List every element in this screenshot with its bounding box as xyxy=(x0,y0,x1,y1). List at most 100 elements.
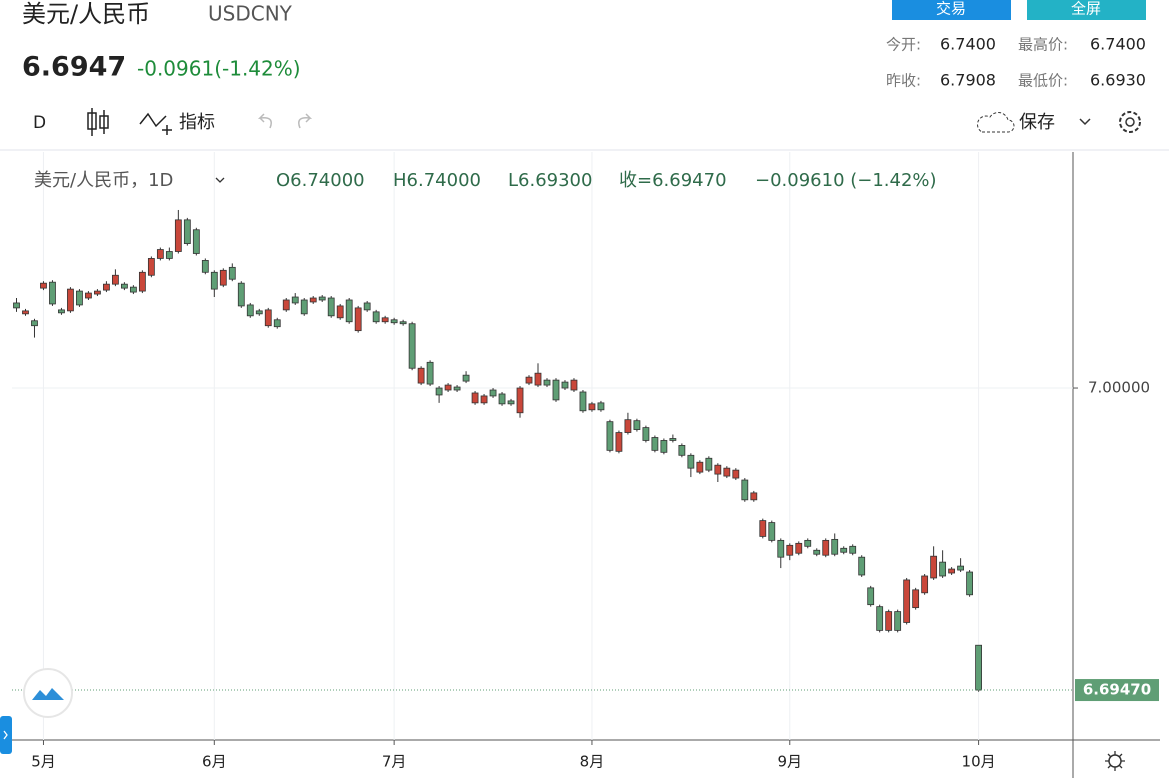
candle-body xyxy=(741,479,749,501)
candle-body xyxy=(300,299,308,315)
candle-body xyxy=(112,274,119,285)
candle-body xyxy=(67,288,74,312)
candle-body xyxy=(264,309,272,327)
save-button[interactable]: 保存 xyxy=(1019,112,1055,133)
stat-value: 6.7400 xyxy=(940,35,996,54)
x-tick-label: 10月 xyxy=(962,753,996,771)
candle-body xyxy=(552,379,560,401)
candle-body xyxy=(156,249,164,259)
candle-body xyxy=(291,296,299,304)
chart-type-icon[interactable] xyxy=(87,108,109,136)
axis-settings[interactable] xyxy=(1105,751,1125,771)
save-icon[interactable] xyxy=(977,112,1015,133)
candle-body xyxy=(507,400,515,405)
candle-body xyxy=(813,549,821,555)
stat-label: 最低价: xyxy=(1018,72,1068,90)
candle-body xyxy=(480,395,488,404)
candle-body xyxy=(696,461,704,473)
logo[interactable] xyxy=(23,668,73,718)
candle-body xyxy=(786,544,794,556)
candle-body xyxy=(660,440,668,453)
candle-body xyxy=(885,611,893,631)
candle-body xyxy=(687,454,695,469)
side-tab-arrow xyxy=(3,730,8,740)
candle-body xyxy=(858,556,866,576)
candle-body xyxy=(354,307,362,332)
candle-body xyxy=(147,258,155,276)
candle-body xyxy=(588,403,596,411)
indicators-button[interactable]: 指标 xyxy=(179,112,215,133)
candle-body xyxy=(615,432,623,452)
candle-body xyxy=(13,302,20,309)
candle-body xyxy=(705,457,713,471)
candle-body xyxy=(570,379,578,391)
candle-body xyxy=(975,644,982,691)
last-price-label: 6.69470 xyxy=(1083,681,1151,699)
price-change: -0.0961(-1.42%) xyxy=(137,57,301,81)
candle-body xyxy=(903,579,911,623)
trade-button-label[interactable]: 交易 xyxy=(936,0,966,18)
candle-body xyxy=(183,219,191,245)
candle-body xyxy=(453,386,461,391)
trade-button[interactable] xyxy=(892,0,1011,20)
x-tick-label: 9月 xyxy=(777,753,802,771)
stat-value: 6.6930 xyxy=(1090,71,1146,90)
chart: 5月 6月 7月 8月 9月 10月 7.00000 6.69470 xyxy=(12,152,1159,771)
candle-body xyxy=(399,321,407,325)
candle-body xyxy=(597,402,605,411)
candle-body xyxy=(201,260,209,273)
candle-body xyxy=(606,421,614,451)
y-tick-label: 7.00000 xyxy=(1088,379,1150,397)
x-tick-label: 7月 xyxy=(382,753,407,771)
symbol: USDCNY xyxy=(208,2,293,26)
candle-body xyxy=(930,555,938,579)
candle-body xyxy=(381,317,389,323)
candle-body xyxy=(966,571,973,596)
undo[interactable] xyxy=(257,113,272,129)
candle-body xyxy=(49,281,56,305)
legend-menu[interactable] xyxy=(215,177,225,183)
indicator-icon[interactable] xyxy=(139,112,167,128)
candle-body xyxy=(120,283,128,289)
stat-value: 6.7400 xyxy=(1090,35,1146,54)
candle-body xyxy=(714,464,722,475)
candle-body xyxy=(219,269,227,286)
candle-body xyxy=(210,271,218,290)
candle-body xyxy=(669,438,677,441)
legend-low: L6.69300 xyxy=(508,170,592,191)
redo[interactable] xyxy=(298,113,313,129)
candle-body xyxy=(750,492,758,501)
interval-button[interactable]: D xyxy=(33,113,46,133)
candle-body xyxy=(165,251,173,259)
candle-body xyxy=(822,539,830,556)
stat-value: 6.7908 xyxy=(940,71,996,90)
x-tick-label: 8月 xyxy=(580,753,605,771)
indicator-icon-plus[interactable] xyxy=(162,125,172,135)
candle-body xyxy=(246,304,254,317)
candle-body xyxy=(849,545,857,554)
fullscreen-button-label[interactable]: 全屏 xyxy=(1071,0,1101,18)
legend-change: −0.09610 (−1.42%) xyxy=(755,170,937,191)
candle-body xyxy=(957,565,965,571)
candle-body xyxy=(534,372,542,386)
candle-body xyxy=(94,290,101,295)
side-tab[interactable] xyxy=(0,716,12,754)
candle-body xyxy=(543,379,551,386)
candle-body xyxy=(255,310,263,315)
fullscreen-button[interactable] xyxy=(1027,0,1146,20)
candle-body xyxy=(939,561,947,577)
x-tick-label: 5月 xyxy=(31,753,56,771)
candle-body xyxy=(282,299,290,311)
candle-body xyxy=(408,323,416,369)
candle-body xyxy=(390,319,398,324)
candle-body xyxy=(651,437,659,451)
x-tick-label: 6月 xyxy=(202,753,227,771)
candle-body xyxy=(723,467,731,477)
candle-body xyxy=(678,445,686,456)
settings-button[interactable] xyxy=(1119,111,1141,133)
stat-label: 昨收: xyxy=(886,72,921,90)
save-menu[interactable] xyxy=(1079,118,1091,126)
legend-title: 美元/人民币，1D xyxy=(34,170,173,191)
